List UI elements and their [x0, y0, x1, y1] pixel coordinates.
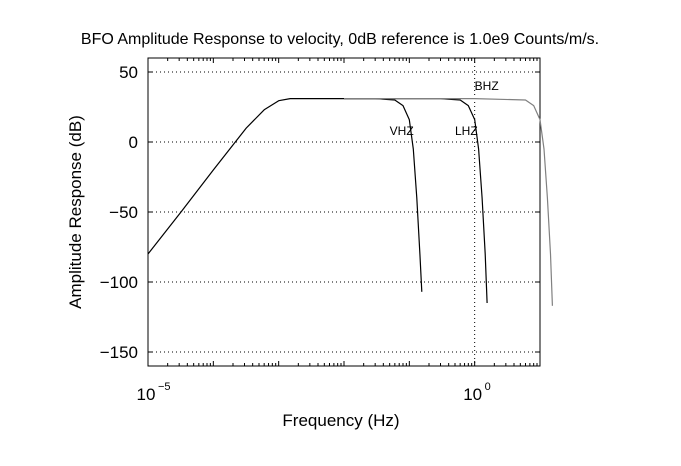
y-tick-label: 0	[129, 133, 138, 152]
x-tick-label: 10	[137, 385, 156, 404]
x-tick-label: 10	[463, 385, 482, 404]
series-line-bhz	[344, 97, 553, 306]
y-axis-label: Amplitude Response (dB)	[66, 115, 85, 309]
series-labels: VHZ LHZ BHZ	[390, 79, 499, 138]
x-tick-exponent: −5	[158, 381, 171, 393]
chart-title: BFO Amplitude Response to velocity, 0dB …	[81, 31, 599, 48]
series-label-vhz: VHZ	[390, 124, 414, 138]
series-label-bhz: BHZ	[475, 79, 499, 93]
series-line-vhz	[147, 97, 423, 292]
y-tick-label: −50	[109, 203, 138, 222]
grid-lines	[147, 58, 540, 366]
x-tick-exponent: 0	[485, 381, 491, 393]
y-tick-label: −150	[100, 343, 138, 362]
series-label-lhz: LHZ	[455, 124, 478, 138]
y-tick-label: −100	[100, 273, 138, 292]
y-tick-label: 50	[119, 63, 138, 82]
x-axis-label: Frequency (Hz)	[282, 411, 399, 430]
series-lines	[147, 97, 553, 306]
